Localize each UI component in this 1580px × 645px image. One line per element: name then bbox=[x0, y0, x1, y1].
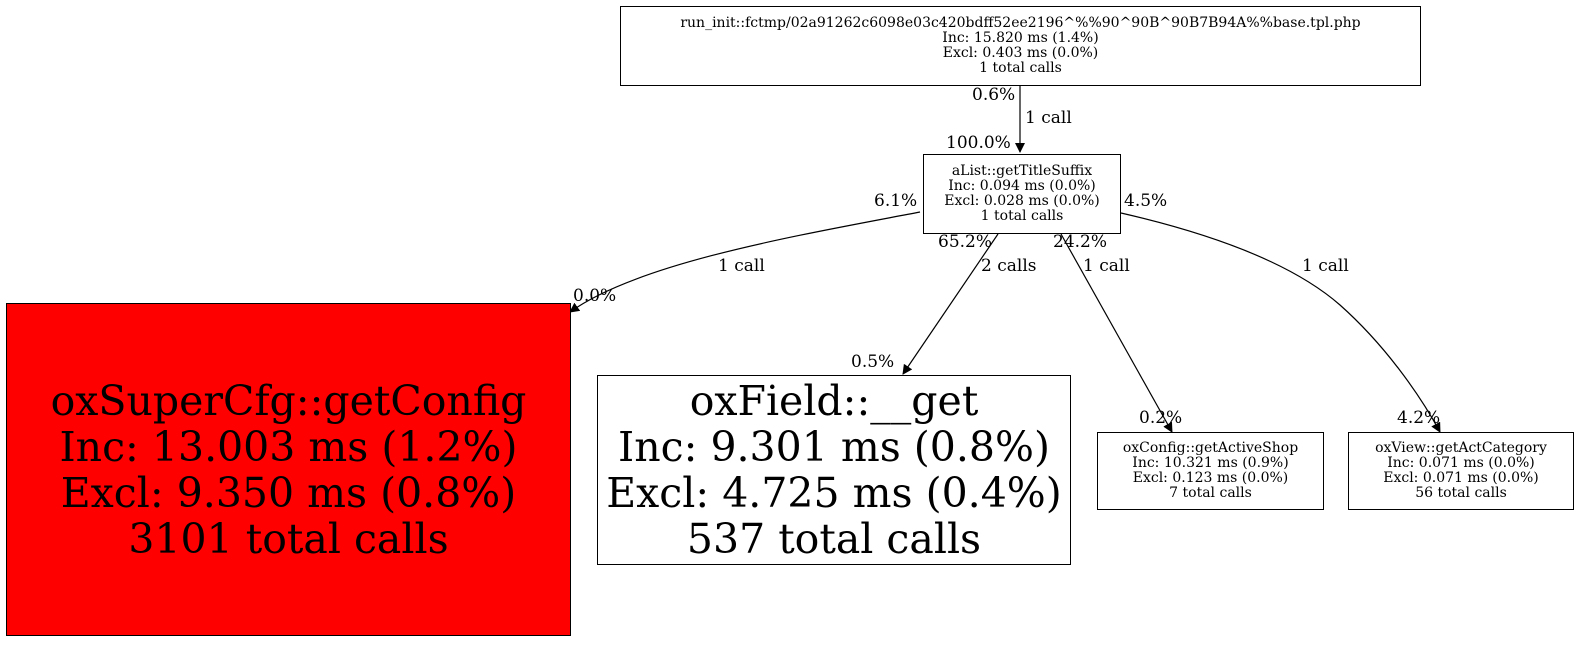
node-alist-name: aList::getTitleSuffix bbox=[951, 163, 1093, 179]
edge-alist-category-calls: 1 call bbox=[1302, 256, 1349, 276]
node-root-name: run_init::fctmp/02a91262c6098e03c420bdff… bbox=[680, 15, 1361, 31]
edge-alist-to-category bbox=[1120, 212, 1441, 433]
node-alist-calls: 1 total calls bbox=[980, 208, 1064, 224]
node-shop-name: oxConfig::getActiveShop bbox=[1122, 440, 1299, 456]
node-alist-excl: Excl: 0.028 ms (0.0%) bbox=[944, 193, 1100, 209]
node-root-excl: Excl: 0.403 ms (0.0%) bbox=[942, 45, 1099, 61]
node-supercfg-inc: Inc: 13.003 ms (1.2%) bbox=[59, 422, 518, 471]
node-category-calls: 56 total calls bbox=[1415, 485, 1507, 501]
node-shop[interactable]: oxConfig::getActiveShop Inc: 10.321 ms (… bbox=[1097, 432, 1324, 510]
edge-alist-category-head: 4.2% bbox=[1397, 408, 1441, 428]
node-shop-calls: 7 total calls bbox=[1169, 485, 1252, 501]
node-category-name: oxView::getActCategory bbox=[1375, 440, 1547, 456]
node-field-excl: Excl: 4.725 ms (0.4%) bbox=[606, 469, 1062, 517]
node-alist-inc: Inc: 0.094 ms (0.0%) bbox=[948, 178, 1096, 194]
edge-alist-field-head: 0.5% bbox=[851, 352, 895, 372]
node-field-name: oxField::__get bbox=[689, 377, 979, 425]
edge-alist-shop-head: 0.2% bbox=[1139, 408, 1183, 428]
node-category[interactable]: oxView::getActCategory Inc: 0.071 ms (0.… bbox=[1348, 432, 1574, 510]
node-shop-inc: Inc: 10.321 ms (0.9%) bbox=[1132, 455, 1289, 471]
node-root-calls: 1 total calls bbox=[979, 60, 1062, 76]
edge-alist-supercfg-tail: 6.1% bbox=[874, 191, 918, 211]
node-root[interactable]: run_init::fctmp/02a91262c6098e03c420bdff… bbox=[620, 6, 1421, 86]
edge-alist-shop-calls: 1 call bbox=[1083, 256, 1130, 276]
edge-root-alist-tail: 0.6% bbox=[972, 85, 1016, 105]
edge-alist-category-tail: 4.5% bbox=[1124, 191, 1168, 211]
edge-root-alist-head: 100.0% bbox=[946, 133, 1011, 153]
node-root-inc: Inc: 15.820 ms (1.4%) bbox=[942, 30, 1099, 46]
edge-alist-supercfg-calls: 1 call bbox=[718, 256, 765, 276]
node-field[interactable]: oxField::__get Inc: 9.301 ms (0.8%) Excl… bbox=[597, 375, 1071, 565]
node-category-excl: Excl: 0.071 ms (0.0%) bbox=[1383, 470, 1539, 486]
node-alist[interactable]: aList::getTitleSuffix Inc: 0.094 ms (0.0… bbox=[923, 154, 1121, 234]
node-field-inc: Inc: 9.301 ms (0.8%) bbox=[618, 423, 1050, 471]
node-supercfg-excl: Excl: 9.350 ms (0.8%) bbox=[60, 468, 517, 517]
edge-alist-supercfg-head: 0.0% bbox=[573, 286, 617, 306]
node-field-calls: 537 total calls bbox=[686, 515, 982, 563]
node-shop-excl: Excl: 0.123 ms (0.0%) bbox=[1132, 470, 1289, 486]
edge-alist-field-calls: 2 calls bbox=[981, 256, 1037, 276]
edge-alist-field-tail: 65.2% bbox=[938, 232, 993, 252]
node-supercfg[interactable]: oxSuperCfg::getConfig Inc: 13.003 ms (1.… bbox=[6, 303, 571, 636]
edge-alist-to-field bbox=[902, 233, 999, 375]
node-supercfg-calls: 3101 total calls bbox=[128, 514, 449, 563]
edge-alist-to-shop bbox=[1060, 233, 1173, 433]
edge-root-alist-calls: 1 call bbox=[1025, 108, 1072, 128]
edge-alist-shop-tail: 24.2% bbox=[1053, 232, 1108, 252]
node-category-inc: Inc: 0.071 ms (0.0%) bbox=[1387, 455, 1535, 471]
node-supercfg-name: oxSuperCfg::getConfig bbox=[50, 376, 527, 425]
edge-alist-to-supercfg bbox=[569, 211, 921, 313]
